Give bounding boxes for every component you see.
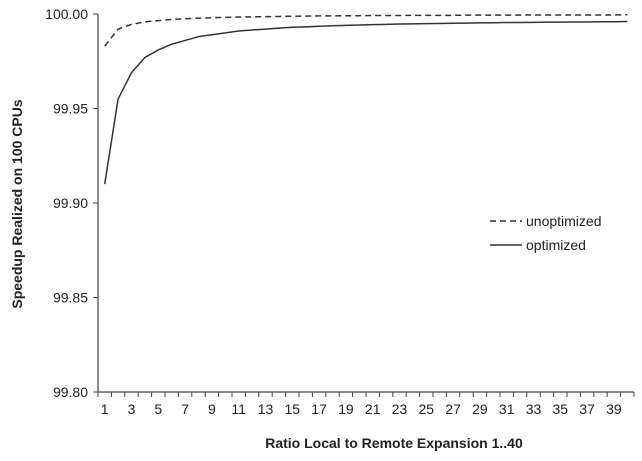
- y-axis-title: Speedup Realized on 100 CPUs: [9, 99, 25, 308]
- x-tick-label: 27: [445, 401, 461, 417]
- y-tick-label: 100.00: [45, 6, 88, 22]
- x-axis-ticks: 1 3 5 7 9 11 13 15 17 19 21 23 25 27 29 31 33 35 37 39: [97, 392, 635, 417]
- x-tick-label: 5: [154, 401, 162, 417]
- y-axis-ticks: 99.80 99.85 99.90 99.95 100.00: [45, 6, 98, 400]
- x-tick-label: 33: [526, 401, 542, 417]
- x-tick-label: 17: [311, 401, 327, 417]
- series-line-unoptimized: [104, 14, 628, 47]
- x-tick-label: 7: [181, 401, 189, 417]
- y-tick-label: 99.90: [53, 195, 88, 211]
- x-tick-label: 15: [285, 401, 301, 417]
- axes: [97, 14, 634, 393]
- x-tick-label: 11: [231, 401, 246, 417]
- x-tick-label: 1: [101, 401, 109, 417]
- x-tick-label: 9: [208, 401, 216, 417]
- x-tick-label: 39: [606, 401, 622, 417]
- x-tick-label: 23: [392, 401, 408, 417]
- x-tick-label: 25: [419, 401, 435, 417]
- x-tick-label: 37: [579, 401, 595, 417]
- legend: unoptimized optimized: [490, 213, 602, 253]
- x-tick-label: 29: [472, 401, 488, 417]
- legend-label-optimized: optimized: [526, 237, 586, 253]
- x-tick-label: 19: [338, 401, 354, 417]
- series-layer: [103, 14, 628, 185]
- x-axis-title: Ratio Local to Remote Expansion 1..40: [265, 435, 523, 451]
- y-tick-label: 99.80: [53, 384, 88, 400]
- series-line-optimized: [103, 20, 628, 185]
- y-tick-label: 99.85: [53, 290, 88, 306]
- y-tick-label: 99.95: [53, 101, 88, 117]
- legend-label-unoptimized: unoptimized: [526, 213, 602, 229]
- x-tick-label: 3: [128, 401, 136, 417]
- x-tick-label: 21: [365, 401, 381, 417]
- x-tick-label: 35: [553, 401, 569, 417]
- x-tick-label: 31: [499, 401, 515, 417]
- x-tick-label: 13: [258, 401, 274, 417]
